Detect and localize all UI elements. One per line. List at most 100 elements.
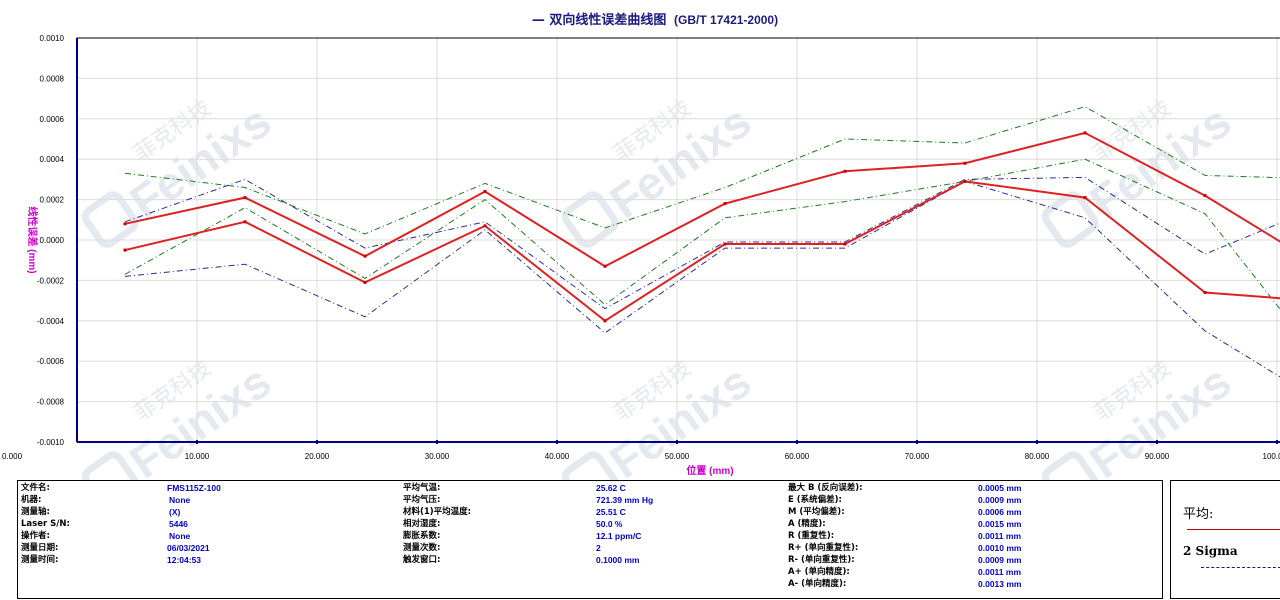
info-label: 触发窗口: — [403, 555, 441, 565]
info-value: 25.62 C — [596, 483, 626, 493]
legend-sigma-label: 2 Sigma — [1183, 544, 1238, 558]
legend-sigma-line-swatch — [1201, 567, 1280, 568]
y-tick-label: 0.0000 — [40, 236, 65, 245]
info-value: 0.0010 mm — [978, 543, 1022, 553]
info-label: Laser S/N: — [21, 519, 70, 529]
info-label: 机器: — [21, 495, 42, 505]
x-axis-tick-mark — [676, 440, 678, 444]
info-value: 721.39 mm Hg — [596, 495, 654, 505]
x-axis-tick-mark — [1036, 440, 1038, 444]
data-point-mean-forward — [963, 161, 967, 165]
info-value: None — [169, 495, 191, 505]
data-point-mean-reverse — [243, 220, 247, 224]
y-tick-label: -0.0008 — [37, 398, 65, 407]
x-axis-tick-mark — [796, 440, 798, 444]
legend-panel: 平均: 2 Sigma — [1170, 480, 1280, 599]
info-value: 5446 — [169, 519, 188, 529]
x-tick-label: 70.000 — [905, 452, 930, 461]
watermark-logo-icon — [1041, 451, 1099, 480]
data-point-mean-reverse — [963, 179, 967, 183]
x-tick-label: 10.000 — [185, 452, 210, 461]
data-point-mean-reverse — [363, 280, 367, 284]
data-point-mean-forward — [1203, 194, 1207, 198]
info-value: 50.0 % — [596, 519, 623, 529]
measurement-info-panel: 文件名: FMS115Z-100 机器: None 测量轴: (X) Laser… — [17, 480, 1163, 599]
info-label: 测量时间: — [21, 555, 59, 565]
x-tick-label: 80.000 — [1025, 452, 1050, 461]
watermark-logo-icon — [561, 451, 619, 480]
x-tick-label: 100.000 — [1263, 452, 1280, 461]
info-label: A (精度): — [788, 519, 826, 529]
info-label: 测量次数: — [403, 543, 441, 553]
y-tick-label: 0.0004 — [40, 155, 65, 164]
chart-title-main: — 双向线性误差曲线图 — [531, 13, 667, 28]
info-value: 0.0005 mm — [978, 483, 1022, 493]
x-tick-label: 50.000 — [665, 452, 690, 461]
x-tick-labels: 0.000 10.000 20.000 30.000 40.000 50.000… — [2, 452, 1280, 461]
x-axis-tick-mark — [1156, 440, 1158, 444]
legend-title: 平均: — [1183, 507, 1214, 522]
info-value: 0.0009 mm — [978, 495, 1022, 505]
data-point-mean-reverse — [1203, 291, 1207, 295]
info-value: 12:04:53 — [167, 555, 202, 565]
info-value: (X) — [169, 507, 181, 517]
x-tick-label: 20.000 — [305, 452, 330, 461]
x-axis-tick-mark — [196, 440, 198, 444]
data-point-mean-forward — [363, 254, 367, 258]
chart-title-standard: (GB/T 17421-2000) — [674, 13, 779, 27]
info-label: 平均气温: — [403, 483, 441, 493]
series-line-forward-upper — [124, 106, 1280, 235]
info-label: 平均气压: — [403, 495, 441, 505]
info-label: A+ (单向精度): — [788, 567, 850, 577]
x-tick-label: 60.000 — [785, 452, 810, 461]
info-value: 2 — [596, 543, 601, 553]
y-tick-label: 0.0008 — [40, 74, 65, 83]
info-value: None — [169, 531, 191, 541]
info-label: 测量日期: — [21, 543, 59, 553]
y-tick-label: -0.0010 — [37, 438, 65, 447]
x-axis-tick-mark — [316, 440, 318, 444]
chart-title: — 双向线性误差曲线图 (GB/T 17421-2000) — [0, 9, 1280, 28]
info-value: 12.1 ppm/C — [596, 531, 642, 541]
data-point-mean-forward — [123, 222, 127, 226]
watermark-logo-icon — [561, 191, 619, 248]
info-label: 文件名: — [21, 483, 50, 493]
info-value: 0.0006 mm — [978, 507, 1022, 517]
data-point-mean-forward — [843, 169, 847, 173]
data-point-mean-reverse — [843, 242, 847, 246]
data-point-mean-reverse — [603, 319, 607, 323]
y-tick-label: 0.0002 — [40, 196, 65, 205]
x-axis-label: 位置 (mm) — [686, 464, 733, 477]
info-value: 0.0015 mm — [978, 519, 1022, 529]
info-label: 最大 B (反向误差): — [788, 483, 863, 493]
data-point-mean-reverse — [483, 224, 487, 228]
series-line-reverse-lower — [124, 180, 1280, 378]
x-axis-tick-mark — [556, 440, 558, 444]
info-label: A- (单向精度): — [788, 579, 847, 589]
info-label: R+ (单向重复性): — [788, 543, 859, 553]
data-point-mean-reverse — [723, 242, 727, 246]
info-value: 0.0011 mm — [978, 531, 1022, 541]
x-axis-tick-mark — [1276, 440, 1278, 444]
info-value: 0.0011 mm — [978, 567, 1022, 577]
info-value: 25.51 C — [596, 507, 626, 517]
y-tick-labels: 0.0010 0.0008 0.0006 0.0004 0.0002 0.000… — [37, 34, 65, 447]
info-label: R- (单向重复性): — [788, 555, 855, 565]
x-axis-tick-mark — [436, 440, 438, 444]
series-line-reverse-upper — [124, 176, 1280, 310]
series-layer — [123, 106, 1280, 444]
data-point-mean-reverse — [123, 248, 127, 252]
info-label: 测量轴: — [21, 507, 50, 517]
info-value: 0.0009 mm — [978, 555, 1022, 565]
x-tick-label: 0.000 — [2, 452, 23, 461]
info-value: FMS115Z-100 — [167, 483, 221, 493]
data-point-mean-forward — [1083, 131, 1087, 135]
